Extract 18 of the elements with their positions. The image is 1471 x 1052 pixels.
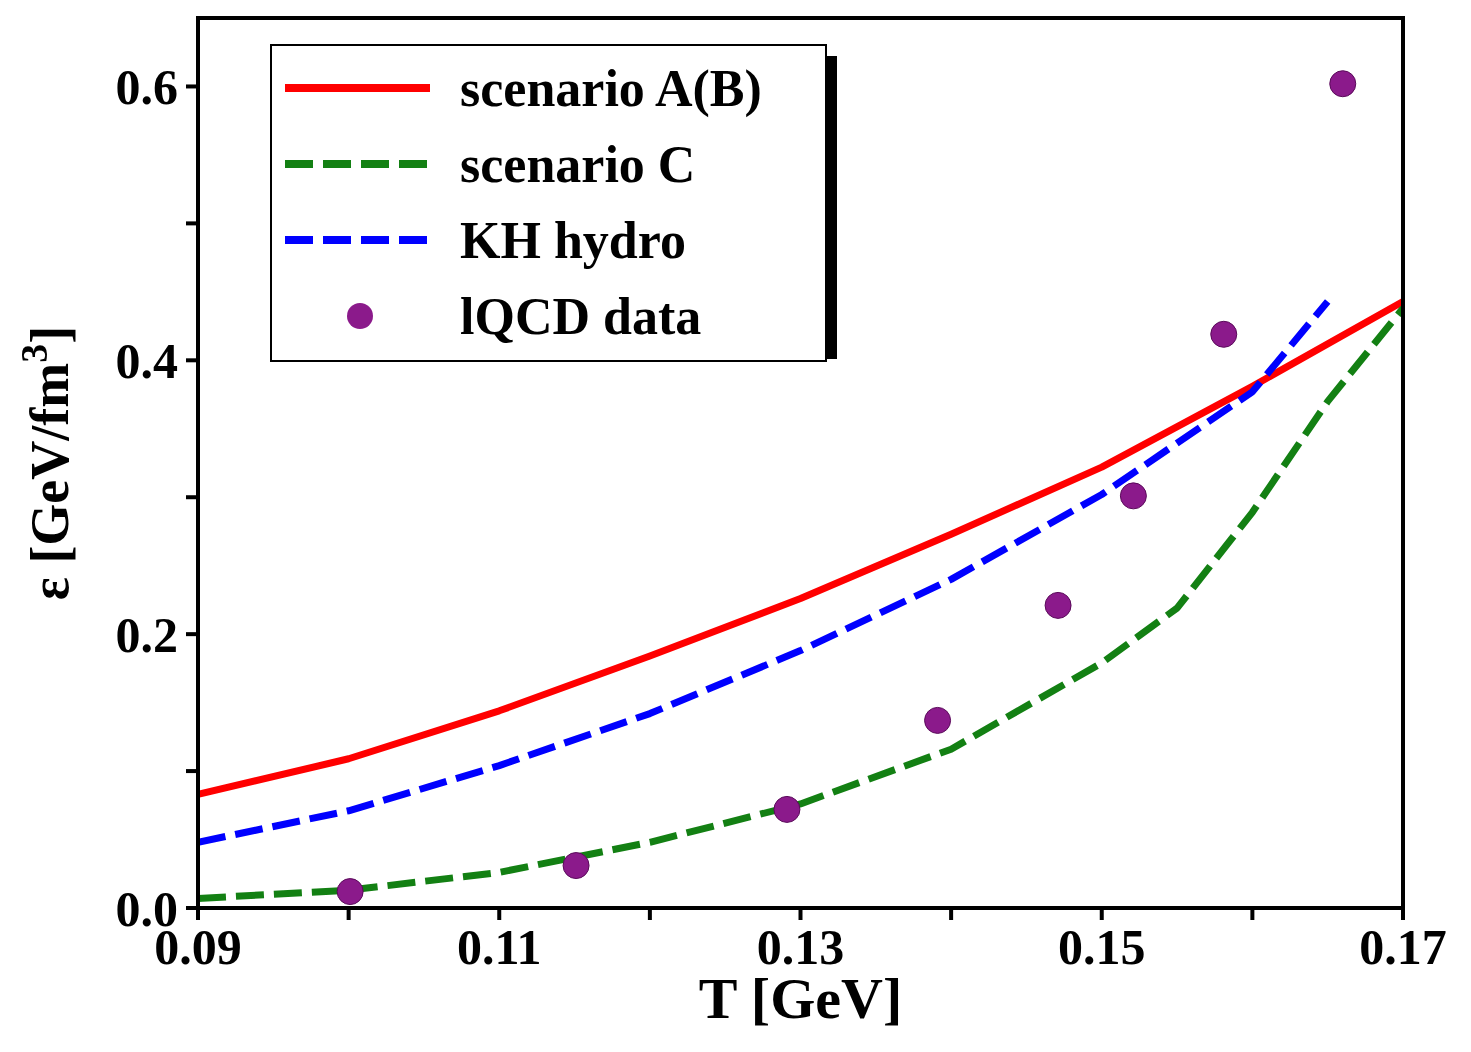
point	[924, 706, 952, 734]
x-tick-label: 0.17	[1359, 918, 1447, 975]
point	[1119, 482, 1147, 510]
point	[336, 878, 364, 906]
point	[1044, 591, 1072, 619]
point	[1210, 320, 1238, 348]
x-tick-label: 0.15	[1058, 918, 1146, 975]
legend-label: scenario A(B)	[460, 58, 762, 118]
y-tick-label: 0.6	[115, 59, 178, 116]
legend-label: KH hydro	[460, 210, 686, 270]
x-tick-label: 0.11	[456, 918, 542, 975]
legend-label: scenario C	[460, 134, 696, 194]
point	[773, 795, 801, 823]
y-tick-label: 0.4	[115, 333, 178, 390]
point	[562, 852, 590, 880]
legend-label: lQCD data	[460, 286, 702, 346]
point	[1329, 70, 1357, 98]
y-tick-label: 0.2	[115, 606, 178, 663]
